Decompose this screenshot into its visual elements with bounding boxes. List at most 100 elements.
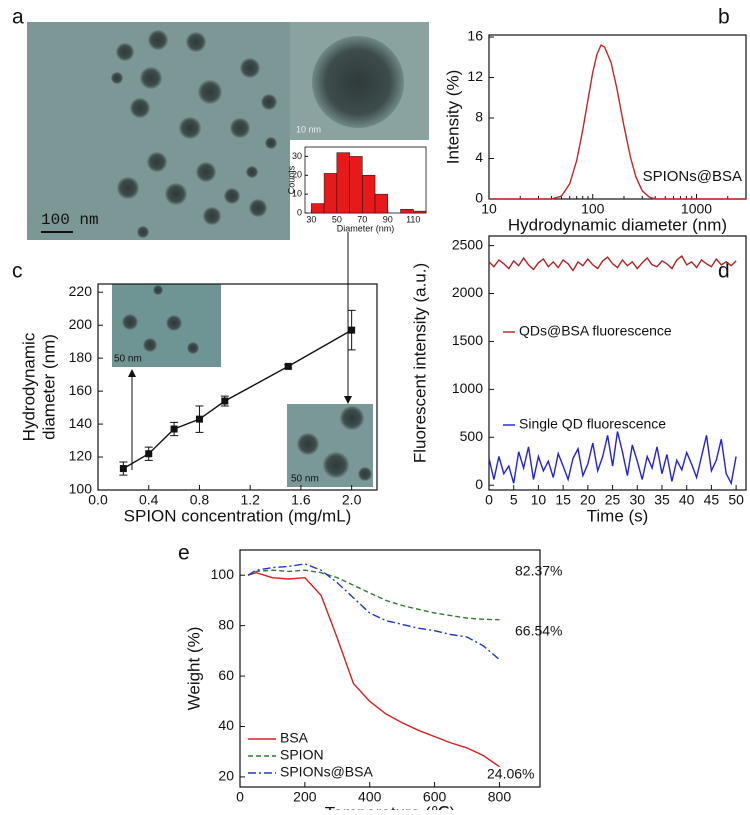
y-tick-label: 60	[218, 667, 234, 683]
marker	[145, 450, 153, 458]
bar	[323, 173, 338, 214]
y-tick-label: 160	[69, 382, 93, 398]
y-tick-label: 2000	[452, 284, 483, 300]
inset-scale-label: 10 nm	[296, 124, 321, 134]
data-line	[489, 44, 746, 200]
x-tick-label: 10	[531, 492, 547, 508]
bar	[400, 208, 414, 214]
inset-particles	[122, 285, 199, 354]
y-axis-label: Fluorescent intensity (a.u.)	[410, 263, 429, 463]
panel-label: e	[178, 542, 190, 565]
plot-frame	[488, 235, 747, 491]
marker	[195, 415, 203, 423]
y-tick-label: 80	[218, 616, 234, 632]
x-axis-label: Diameter (nm)	[337, 223, 395, 233]
y-tick-label: 12	[467, 68, 483, 84]
x-axis-label: Hydrodynamic diameter (nm)	[508, 215, 727, 234]
y-tick-label: 1500	[452, 332, 483, 348]
y-tick-label: 120	[69, 448, 93, 464]
x-tick-label: 100	[581, 201, 605, 217]
marker	[119, 465, 127, 473]
x-tick-label: 600	[423, 789, 447, 805]
legend-label: SPION	[280, 747, 324, 763]
inset-particles	[297, 406, 372, 481]
x-tick-label: 1.6	[291, 492, 311, 508]
bar	[374, 193, 389, 214]
data-line	[488, 431, 737, 486]
inset-scale-label: 50 nm	[291, 474, 319, 485]
legend-label: QDs@BSA fluorescence	[519, 323, 672, 339]
plot-frame	[488, 34, 747, 200]
panel-label: a	[12, 6, 24, 29]
x-tick-label: 90	[383, 214, 393, 224]
x-tick-label: 0	[236, 789, 244, 805]
y-tick-label: 0	[475, 476, 483, 492]
y-tick-label: 30	[292, 151, 302, 161]
bar	[336, 152, 350, 214]
x-tick-label: 400	[358, 789, 382, 805]
x-tick-label: 5	[510, 492, 518, 508]
y-tick-label: 200	[69, 316, 93, 332]
panel-label: b	[718, 6, 730, 29]
data-line	[247, 571, 500, 768]
y-tick-label: 16	[467, 28, 483, 44]
x-tick-label: 1.2	[240, 492, 260, 508]
x-tick-label: 2.0	[342, 492, 362, 508]
marker	[221, 397, 229, 405]
x-tick-label: 70	[357, 214, 367, 224]
bar	[311, 203, 325, 214]
y-tick-label: 500	[460, 428, 484, 444]
annotation: 82.37%	[515, 563, 562, 579]
y-tick-label: 4	[475, 149, 483, 165]
plot-frame	[239, 549, 541, 788]
y-tick-label: 20	[292, 170, 302, 180]
data-line	[488, 255, 737, 272]
legend-label: SPIONs@BSA	[280, 764, 373, 780]
marker	[170, 425, 178, 433]
y-axis-label: Counts	[286, 165, 296, 194]
bar	[349, 156, 363, 214]
y-axis-label: Hydrodynamic	[19, 332, 38, 441]
y-tick-label: 40	[218, 717, 234, 733]
y-tick-label: 100	[69, 481, 93, 497]
legend-label: Single QD fluorescence	[519, 416, 666, 432]
y-tick-label: 0	[475, 190, 483, 206]
x-tick-label: 20	[580, 492, 596, 508]
x-tick-label: 800	[488, 789, 512, 805]
x-axis-label: Temperature (℃)	[325, 803, 456, 810]
x-tick-label: 35	[654, 492, 670, 508]
x-tick-label: 30	[306, 214, 316, 224]
x-tick-label: 0	[485, 492, 493, 508]
panel-label: d	[718, 260, 730, 283]
y-tick-label: 1000	[452, 380, 483, 396]
x-tick-label: 10	[481, 201, 497, 217]
y-tick-label: 140	[69, 415, 93, 431]
y-tick-label: 2500	[452, 236, 483, 252]
y-axis-label: Intensity (%)	[443, 70, 462, 164]
bar	[413, 210, 427, 214]
x-axis-label: Time (s)	[587, 506, 649, 525]
marker	[348, 326, 356, 334]
x-tick-label: 200	[293, 789, 317, 805]
y-tick-label: 8	[475, 109, 483, 125]
y-tick-label: 10	[292, 189, 302, 199]
x-tick-label: 0.0	[88, 492, 108, 508]
x-tick-label: 50	[728, 492, 744, 508]
data-line	[247, 563, 500, 661]
marker	[284, 362, 292, 370]
scale-bar-label: 100 nm	[41, 211, 99, 229]
legend-label: BSA	[280, 730, 309, 746]
nanoparticles	[111, 30, 277, 238]
y-axis-label: diameter (nm)	[39, 334, 58, 440]
bar	[362, 175, 376, 214]
x-tick-label: 110	[406, 214, 420, 224]
annotation: 24.06%	[487, 766, 534, 782]
annotation: SPIONs@BSA	[643, 168, 742, 185]
y-tick-label: 100	[211, 566, 235, 582]
x-tick-label: 0.4	[139, 492, 159, 508]
plot-frame	[97, 283, 378, 491]
x-tick-label: 0.8	[190, 492, 210, 508]
x-tick-label: 1000	[681, 201, 712, 217]
y-tick-label: 0	[297, 207, 302, 217]
